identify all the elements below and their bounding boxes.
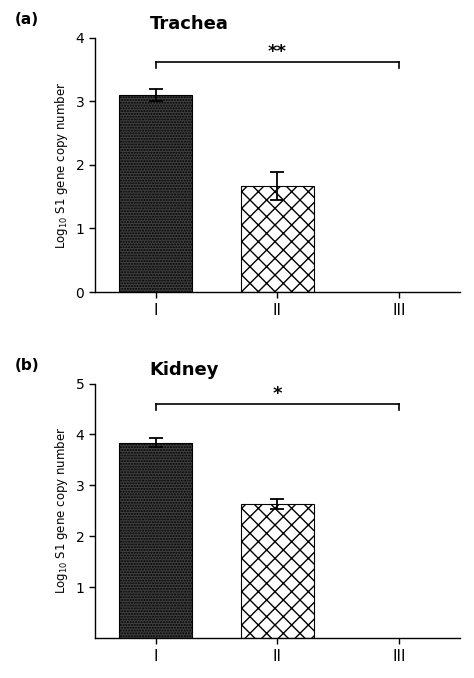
Y-axis label: Log$_{10}$ S1 gene copy number: Log$_{10}$ S1 gene copy number (53, 427, 70, 595)
Text: (a): (a) (14, 12, 38, 27)
Bar (119, 443, 192, 638)
Text: (b): (b) (14, 358, 39, 373)
Bar (119, 95, 192, 292)
Bar (241, 186, 314, 292)
Text: Kidney: Kidney (149, 361, 219, 379)
Text: Trachea: Trachea (149, 16, 228, 33)
Bar (241, 504, 314, 638)
Text: **: ** (268, 43, 287, 60)
Text: *: * (273, 384, 282, 403)
Y-axis label: Log$_{10}$ S1 gene copy number: Log$_{10}$ S1 gene copy number (53, 81, 70, 249)
